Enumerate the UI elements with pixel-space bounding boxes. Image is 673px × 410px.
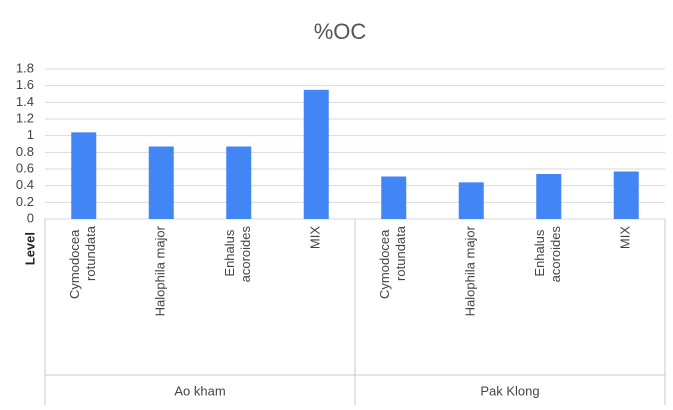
x-tick-label: Halophila major	[463, 225, 478, 316]
bar	[71, 132, 97, 219]
group-label: Pak Klong	[480, 383, 539, 398]
bar	[303, 89, 329, 219]
x-tick-label: Enhalus acoroides	[222, 226, 253, 283]
bar	[381, 176, 407, 219]
y-tick-label: 1.8	[16, 60, 34, 75]
group-label: Ao kham	[174, 383, 225, 398]
x-tick-label: Cymodocea rotundata	[67, 225, 98, 299]
y-tick-label: 1.6	[16, 77, 34, 92]
x-tick-label: Enhalus acoroides	[532, 226, 563, 283]
bar	[148, 146, 174, 219]
bar	[536, 174, 562, 219]
y-tick-label: 1.2	[16, 110, 34, 125]
y-axis-label: Level	[22, 232, 37, 265]
x-tick-label: MIX	[308, 226, 323, 249]
x-tick-label: Cymodocea rotundata	[377, 225, 408, 299]
bar	[226, 146, 252, 219]
y-tick-label: 0	[27, 210, 34, 225]
y-tick-label: 0.2	[16, 194, 34, 209]
y-tick-label: 0.4	[16, 177, 34, 192]
bar	[458, 182, 484, 219]
bar	[613, 171, 639, 219]
y-tick-label: 1.4	[16, 94, 34, 109]
y-tick-label: 0.6	[16, 160, 34, 175]
x-tick-label: Halophila major	[153, 225, 168, 316]
chart-title: %OC	[314, 19, 367, 44]
y-tick-label: 1	[27, 127, 34, 142]
y-tick-label: 0.8	[16, 144, 34, 159]
x-tick-label: MIX	[618, 226, 633, 249]
